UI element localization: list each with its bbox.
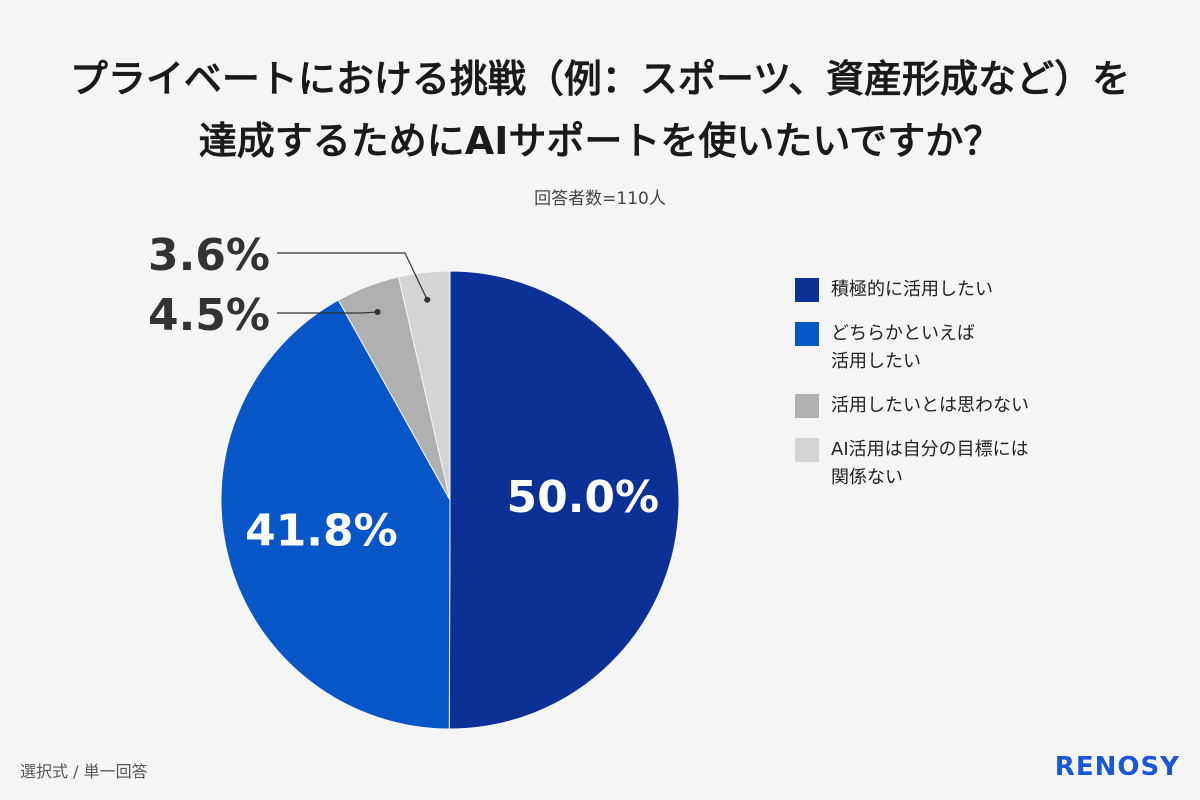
leader-dot <box>424 296 431 303</box>
pie-slice <box>448 270 680 730</box>
value-label: 3.6% <box>148 230 270 281</box>
pie-slice <box>220 299 451 730</box>
chart-title: プライベートにおける挑戦（例：スポーツ、資産形成など）を 達成するためにAIサポ… <box>69 57 1131 163</box>
value-label: 41.8% <box>245 505 398 556</box>
leader-line <box>277 311 378 314</box>
legend-item: どちらかといえば 活用したい <box>795 322 1125 376</box>
legend-item: 積極的に活用したい <box>795 278 1125 304</box>
pie-slice <box>397 270 451 501</box>
legend-swatch <box>795 438 819 462</box>
leader-line <box>277 252 428 301</box>
legend-label: どちらかといえば 活用したい <box>831 323 975 372</box>
legend-item: 活用したいとは思わない <box>795 394 1125 420</box>
value-label: 4.5% <box>148 290 270 341</box>
footer-note: 選択式 / 単一回答 <box>20 762 148 781</box>
legend-label: AI活用は自分の目標には 関係ない <box>831 439 1029 488</box>
legend-item: AI活用は自分の目標には 関係ない <box>795 438 1125 492</box>
chart-subtitle: 回答者数=110人 <box>534 189 666 209</box>
brand-logo: RENOSY <box>1054 752 1180 782</box>
legend: 積極的に活用したいどちらかといえば 活用したい活用したいとは思わない AI活用は自… <box>795 278 1125 510</box>
leader-dot <box>374 308 381 315</box>
value-label: 50.0% <box>506 472 659 523</box>
legend-swatch <box>795 394 819 418</box>
legend-swatch <box>795 278 819 302</box>
legend-swatch <box>795 322 819 346</box>
legend-label: 活用したいとは思わない <box>831 395 1029 416</box>
legend-label: 積極的に活用したい <box>831 279 993 300</box>
